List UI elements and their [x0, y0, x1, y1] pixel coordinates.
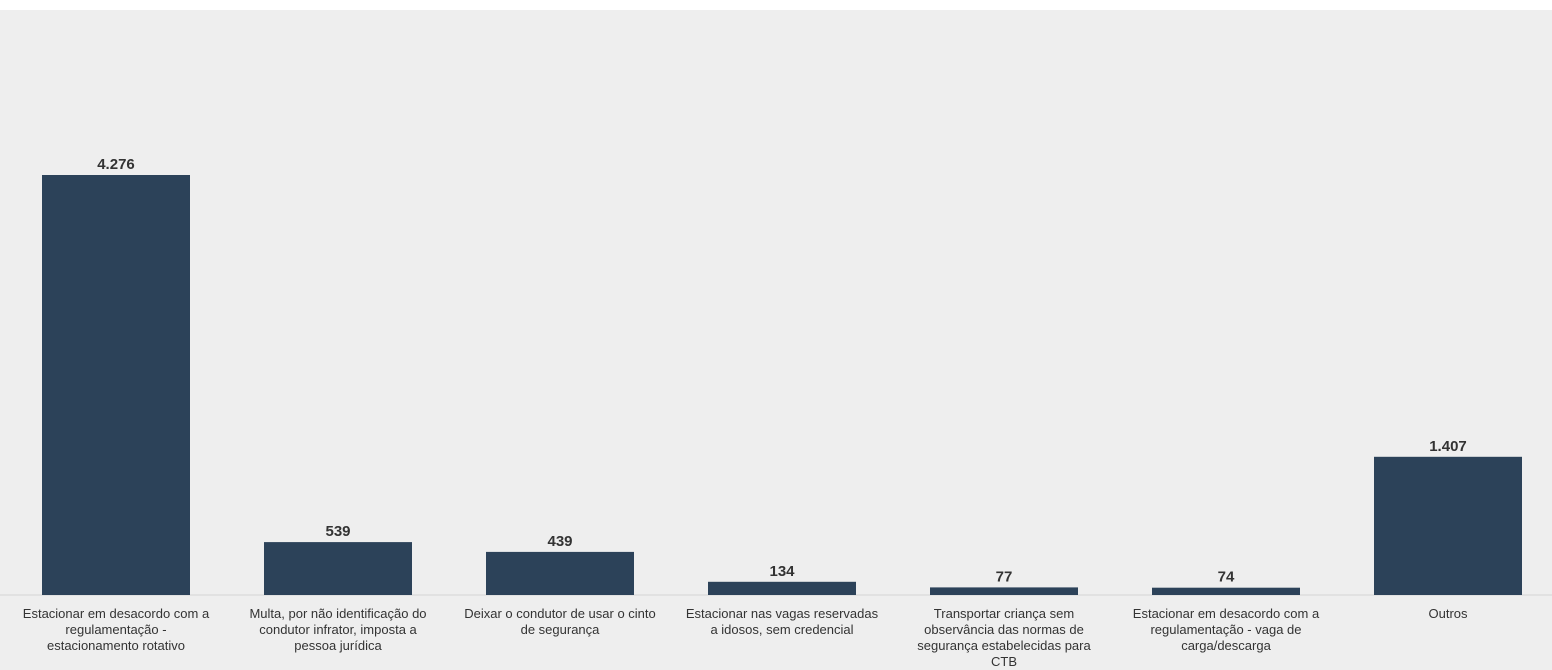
- bar: [486, 551, 634, 595]
- category-label: Transportar criança sem observância das n…: [917, 606, 1091, 669]
- category-label-line: Multa, por não identificação do: [249, 606, 426, 621]
- bar: [1152, 587, 1300, 595]
- bar-value-label: 1.407: [1429, 438, 1467, 455]
- category-label-line: regulamentação - vaga de: [1150, 622, 1301, 637]
- bar: [708, 581, 856, 595]
- bar: [42, 175, 190, 595]
- category-label-line: Outros: [1428, 606, 1468, 621]
- bar-value-label: 134: [769, 563, 795, 580]
- category-label-line: observância das normas de: [924, 622, 1084, 637]
- bar-value-label: 4.276: [97, 156, 135, 173]
- category-label-line: Estacionar nas vagas reservadas: [686, 606, 879, 621]
- category-label-line: Transportar criança sem: [934, 606, 1074, 621]
- category-label-line: condutor infrator, imposta a: [259, 622, 417, 637]
- category-label-line: Estacionar em desacordo com a: [23, 606, 210, 621]
- category-labels-group: Estacionar em desacordo com a regulamenta…: [23, 606, 1468, 669]
- category-label-line: CTB: [991, 654, 1017, 669]
- category-label-line: carga/descarga: [1181, 638, 1271, 653]
- category-label-line: estacionamento rotativo: [47, 638, 185, 653]
- bar: [1374, 456, 1522, 595]
- value-labels-group: 4.276 539 439 134 77 74 1.407: [97, 156, 1467, 586]
- category-label: Estacionar nas vagas reservadas a idosos,…: [686, 606, 879, 637]
- category-label-line: de segurança: [521, 622, 601, 637]
- category-label-line: a idosos, sem credencial: [710, 622, 853, 637]
- bar: [264, 542, 412, 595]
- category-label: Deixar o condutor de usar o cinto de segu…: [464, 606, 656, 637]
- category-label-line: regulamentação -: [65, 622, 166, 637]
- bar-value-label: 439: [547, 533, 572, 550]
- bar-value-label: 74: [1218, 569, 1235, 586]
- category-label-line: pessoa jurídica: [294, 638, 382, 653]
- category-label: Estacionar em desacordo com a regulamenta…: [1133, 606, 1320, 653]
- bar-value-label: 539: [325, 523, 350, 540]
- bars-group: [42, 175, 1522, 595]
- category-label: Outros: [1428, 606, 1468, 621]
- category-label-line: Estacionar em desacordo com a: [1133, 606, 1320, 621]
- bar-value-label: 77: [996, 568, 1013, 585]
- category-label: Multa, por não identificação do condutor …: [249, 606, 426, 653]
- plot-background: [0, 10, 1552, 670]
- bar: [930, 587, 1078, 595]
- category-label-line: Deixar o condutor de usar o cinto: [464, 606, 656, 621]
- category-label-line: segurança estabelecidas para: [917, 638, 1091, 653]
- category-label: Estacionar em desacordo com a regulamenta…: [23, 606, 210, 653]
